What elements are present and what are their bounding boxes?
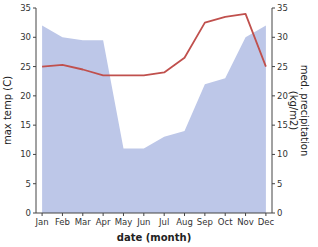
y2-tick	[272, 125, 275, 126]
x-tick	[103, 213, 104, 216]
x-tick	[42, 213, 43, 216]
x-tick-label: Apr	[96, 217, 111, 227]
y2-label-line: (kg/m2)	[288, 91, 299, 131]
y-label: max temp (C)	[2, 76, 13, 145]
y-tick	[33, 8, 36, 9]
y2-tick-label: 10	[277, 149, 288, 159]
y-tick-label: 0	[26, 208, 31, 218]
x-tick	[184, 213, 185, 216]
x-tick-label: Feb	[55, 217, 70, 227]
x-tick-label: Jan	[35, 217, 49, 227]
y2-tick-label: 20	[277, 91, 288, 101]
x-tick-label: Sep	[197, 217, 213, 227]
x-tick	[265, 213, 266, 216]
x-tick-label: Nov	[237, 217, 254, 227]
y2-tick	[272, 66, 275, 67]
y2-axis	[272, 8, 273, 213]
plot-area	[42, 14, 266, 213]
x-tick	[62, 213, 63, 216]
x-tick	[164, 213, 165, 216]
y2-label-line: med. precipitation	[299, 65, 310, 157]
x-tick	[82, 213, 83, 216]
y-tick-label: 25	[20, 62, 31, 72]
y2-tick	[272, 37, 275, 38]
y-tick-label: 15	[20, 120, 31, 130]
y2-tick-label: 5	[277, 179, 282, 189]
y-tick	[33, 66, 36, 67]
y2-tick-label: 0	[277, 208, 282, 218]
x-tick-label: May	[115, 217, 133, 227]
y2-tick	[272, 213, 275, 214]
x-tick-label: Aug	[176, 217, 193, 227]
y-tick	[33, 125, 36, 126]
y2-tick	[272, 8, 275, 9]
x-tick-label: Jul	[158, 217, 169, 227]
x-tick	[225, 213, 226, 216]
x-tick	[123, 213, 124, 216]
y2-tick-label: 25	[277, 62, 288, 72]
y-tick	[33, 37, 36, 38]
y-tick	[33, 154, 36, 155]
y-tick	[33, 213, 36, 214]
y2-tick-label: 15	[277, 120, 288, 130]
x-tick-label: Dec	[258, 217, 275, 227]
temp-line	[42, 14, 266, 75]
x-tick	[204, 213, 205, 216]
x-tick	[245, 213, 246, 216]
x-label: date (month)	[117, 232, 191, 243]
x-tick-label: Jun	[136, 217, 150, 227]
precip-area	[42, 26, 266, 213]
y2-tick-label: 35	[277, 3, 288, 13]
y2-label: med. precipitation(kg/m2)	[288, 65, 310, 157]
y2-tick	[272, 183, 275, 184]
y-tick-label: 20	[20, 91, 31, 101]
y-tick	[33, 95, 36, 96]
y-tick-label: 5	[26, 179, 31, 189]
x-tick-label: Mar	[75, 217, 92, 227]
chart: 0 5 10 15 20 25 30 35 0 5 10 15 20 25 30 35 Jan Feb Mar Apr…	[0, 0, 318, 247]
y-tick-label: 30	[20, 32, 31, 42]
x-axis	[36, 213, 272, 214]
y2-tick	[272, 95, 275, 96]
y-axis	[36, 8, 37, 213]
y2-tick	[272, 154, 275, 155]
y-tick-label: 10	[20, 149, 31, 159]
y-tick-label: 35	[20, 3, 31, 13]
x-tick-label: Oct	[218, 217, 233, 227]
y-tick	[33, 183, 36, 184]
x-tick	[143, 213, 144, 216]
y2-tick-label: 30	[277, 32, 288, 42]
